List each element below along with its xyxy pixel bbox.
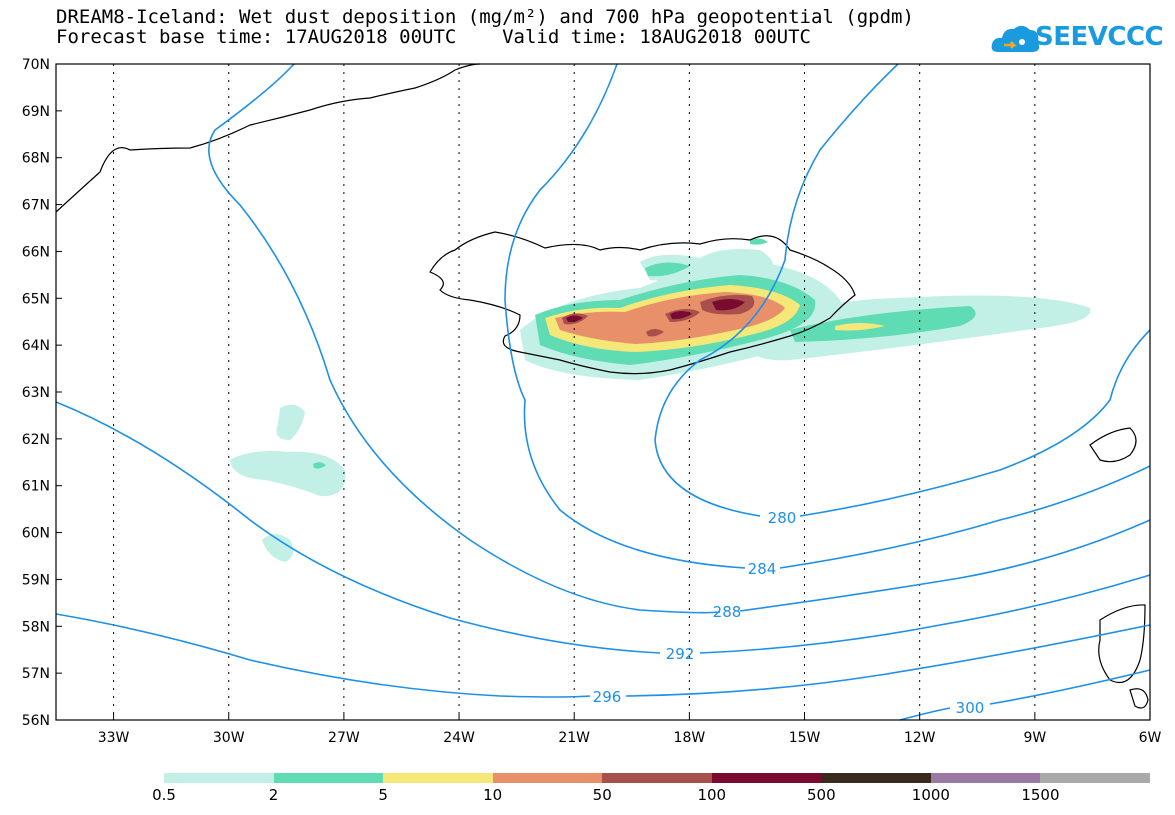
latitude-label: 57N <box>22 666 50 682</box>
longitude-label: 21W <box>558 730 590 746</box>
contour-292-line-b <box>699 574 1151 654</box>
latitude-label: 70N <box>22 57 50 73</box>
legend-label: 5 <box>378 786 388 804</box>
contour-284-line-b <box>779 465 1151 569</box>
latitude-label: 65N <box>22 291 50 307</box>
legend-label: 1000 <box>911 786 950 804</box>
latitude-label: 56N <box>22 713 50 729</box>
legend-label: 100 <box>697 786 727 804</box>
latitude-label: 64N <box>22 338 50 354</box>
legend-swatch <box>383 773 494 783</box>
legend-label: 10 <box>483 786 503 804</box>
legend-swatch <box>711 773 822 783</box>
contour-288-line <box>208 63 721 614</box>
longitude-label: 9W <box>1023 730 1046 746</box>
forecast-times: Forecast base time: 17AUG2018 00UTC Vali… <box>56 26 811 48</box>
legend-swatch <box>821 773 932 783</box>
longitude-label: 12W <box>904 730 936 746</box>
contour-296-line <box>55 613 591 698</box>
latitude-label: 59N <box>22 572 50 588</box>
coastlines <box>55 63 1149 709</box>
latitude-label: 68N <box>22 151 50 167</box>
logo-text: SEEVCCC <box>1035 22 1164 52</box>
legend-label: 50 <box>592 786 612 804</box>
legend-swatch <box>492 773 603 783</box>
contour-300-line <box>899 707 951 721</box>
latitude-label: 62N <box>22 432 50 448</box>
legend-swatch <box>164 773 274 783</box>
map-title: DREAM8-Iceland: Wet dust deposition (mg/… <box>56 6 914 28</box>
latitude-label: 69N <box>22 104 50 120</box>
legend-swatch <box>1040 773 1151 783</box>
legend-swatch <box>930 773 1041 783</box>
longitude-label: 33W <box>98 730 130 746</box>
latitude-label: 58N <box>22 619 50 635</box>
contour-296-line-b <box>625 624 1151 697</box>
longitude-label: 18W <box>674 730 706 746</box>
map-frame <box>55 63 1151 721</box>
contour-label: 288 <box>713 603 742 621</box>
latitude-label: 63N <box>22 385 50 401</box>
longitude-label: 6W <box>1139 730 1162 746</box>
latitude-label: 66N <box>22 244 50 260</box>
longitude-label: 24W <box>443 730 475 746</box>
contour-labels: 280 284 288 292 296 300 <box>593 509 985 717</box>
longitude-label: 15W <box>789 730 821 746</box>
contour-label: 296 <box>593 688 622 706</box>
contour-280-line <box>654 63 899 517</box>
map-grid <box>113 64 1036 720</box>
latitude-label: 60N <box>22 526 50 542</box>
geopotential-contours <box>55 63 1151 721</box>
contour-label: 284 <box>748 560 777 578</box>
latitude-label: 67N <box>22 198 50 214</box>
contour-300-line-b <box>989 669 1151 705</box>
legend-swatch <box>273 773 384 783</box>
dust-deposition-field <box>230 238 1091 562</box>
legend-label: 500 <box>807 786 836 804</box>
legend-label: 2 <box>268 786 279 804</box>
legend-label: 0.5 <box>152 786 176 804</box>
longitude-labels: 33W 30W 27W 24W 21W 18W 15W 12W 9W 6W <box>98 714 1162 746</box>
legend-swatch <box>602 773 713 783</box>
contour-280-line-b <box>799 329 1151 517</box>
contour-288-line-b <box>739 519 1151 612</box>
latitude-label: 61N <box>22 479 50 495</box>
contour-label: 280 <box>768 509 797 527</box>
longitude-label: 30W <box>213 730 245 746</box>
contour-284-line <box>504 63 746 569</box>
contour-292-line <box>55 401 661 654</box>
cloud-logo-icon <box>991 25 1040 52</box>
contour-label: 292 <box>666 645 695 663</box>
legend-label: 1500 <box>1021 786 1060 804</box>
latitude-labels: 70N 69N 68N 67N 66N 65N 64N 63N 62N 61N 60N 59N 58N 5… <box>22 57 62 729</box>
contour-label: 300 <box>956 699 985 717</box>
longitude-label: 27W <box>328 730 360 746</box>
